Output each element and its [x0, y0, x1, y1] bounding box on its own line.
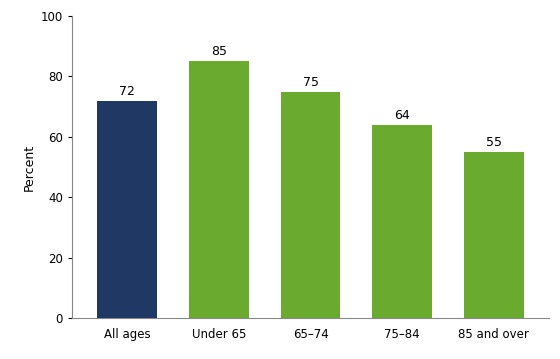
Text: 64: 64 — [394, 109, 410, 122]
Text: 72: 72 — [119, 85, 135, 98]
Bar — [281, 92, 340, 318]
Text: 75: 75 — [302, 75, 319, 89]
Bar — [189, 61, 249, 318]
Text: 55: 55 — [486, 136, 502, 149]
Y-axis label: Percent: Percent — [22, 144, 35, 191]
Bar — [464, 152, 524, 318]
Bar — [372, 125, 432, 318]
Text: 85: 85 — [211, 45, 227, 59]
Bar — [97, 101, 157, 318]
